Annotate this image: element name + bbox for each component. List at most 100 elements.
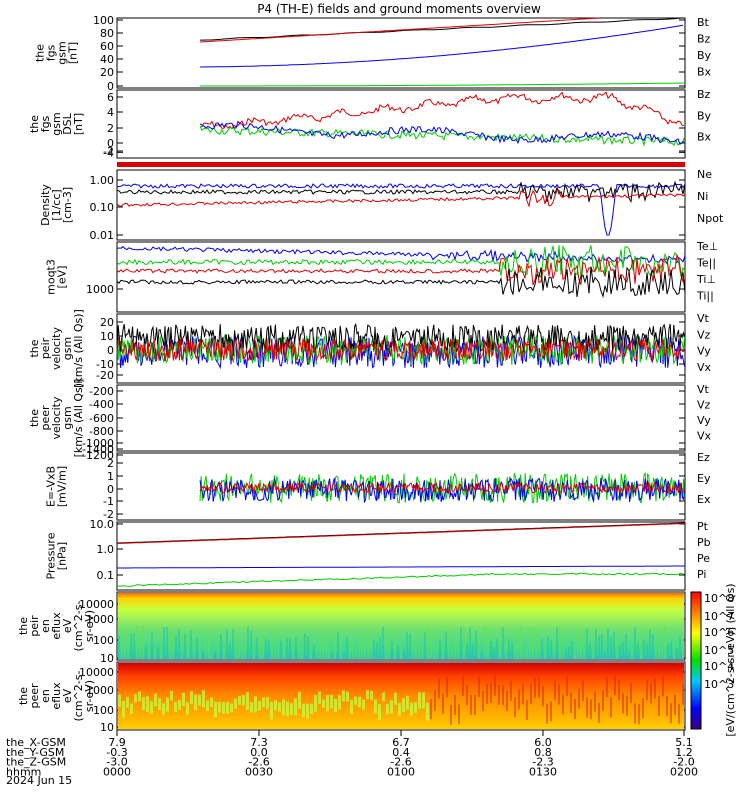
legend-entry: Npot	[697, 212, 724, 225]
y-tick-label: 0	[107, 483, 114, 496]
x-tick-label: 0100	[387, 765, 415, 778]
y-axis-label: the	[17, 617, 30, 635]
x-tick-label: -3.0	[106, 756, 127, 769]
y-axis-label: the	[28, 409, 41, 427]
spectrogram-pixel	[442, 693, 444, 714]
panel-frame	[116, 591, 686, 661]
spectrogram-pixel	[460, 627, 462, 659]
panel-temp: 1000 moqt3[eV] Te⊥ Te|| Ti⊥ Ti||	[45, 240, 718, 313]
spectrogram-pixel	[181, 641, 183, 659]
y-tick-label: 1.0	[97, 543, 115, 556]
spectrogram-pixel	[310, 703, 313, 714]
y-tick-label: -1	[103, 495, 114, 508]
spectrogram-pixel	[118, 635, 120, 659]
spectrogram-pixel	[154, 693, 157, 707]
spectrogram-pixel	[259, 632, 261, 659]
spectrogram-pixel	[568, 646, 570, 659]
spectrogram-pixel	[430, 699, 432, 720]
y-axis-label: [nT]	[67, 42, 80, 64]
y-axis-label: the	[28, 115, 41, 133]
spectrogram-pixel	[586, 628, 588, 659]
series-pb	[116, 523, 686, 544]
legend-entry: Vx	[697, 430, 712, 443]
panel-density: 1.00 0.10 0.01 Density[1/cc][cm-3] Ne Ni Npot	[39, 168, 724, 242]
spectrogram-pixel	[667, 643, 669, 659]
spectrogram-pixel	[229, 643, 231, 659]
spectrogram-pixel	[292, 635, 294, 659]
spectrogram-pixel	[558, 684, 560, 705]
y-tick-label: 20	[100, 316, 114, 329]
spectrogram-pixel	[421, 645, 423, 659]
colorbar-tick: 10^4	[704, 660, 734, 673]
spectrogram-pixel	[445, 631, 447, 659]
y-tick-label: 10000	[79, 598, 114, 611]
spectrogram-pixel	[202, 652, 204, 659]
spectrogram-pixel	[520, 626, 522, 659]
spectrogram-pixel	[634, 627, 636, 659]
spectrogram-pixel	[414, 702, 417, 714]
spectrogram-pixel	[394, 692, 397, 705]
legend-entry: Te⊥	[696, 240, 718, 253]
y-tick-label: 10	[100, 330, 114, 343]
y-tick-label: -1200	[82, 449, 114, 462]
spectrogram-pixel	[319, 635, 321, 659]
spectrogram-pixel	[178, 629, 180, 659]
y-axis-label: gsm	[61, 337, 74, 360]
spectrogram-pixel	[544, 647, 546, 659]
series-pe	[116, 572, 685, 587]
spectrogram-pixel	[458, 704, 460, 725]
spectrogram-pixel	[676, 646, 678, 659]
spectrogram-pixel	[352, 645, 354, 659]
y-axis-label: gsm	[56, 41, 69, 64]
spectrogram-pixel	[578, 688, 580, 709]
spectrogram-pixel	[142, 697, 145, 710]
spectrogram-pixel	[427, 627, 429, 659]
y-tick-label: 10	[100, 721, 114, 734]
panel-peer_spec: 10000 1000 100 10 thepeerenefluxeV(cm^2-s-sr…	[17, 661, 686, 734]
spectrogram-pixel	[172, 628, 174, 659]
y-axis-label: peer	[39, 405, 52, 431]
series-ez	[199, 481, 686, 495]
y-axis-label: [nT]	[72, 113, 85, 135]
spectrogram-pixel	[148, 648, 150, 659]
y-axis-label: Pressure	[45, 532, 58, 579]
spectrogram-pixel	[282, 699, 285, 716]
spectrogram-pixel	[205, 627, 207, 659]
series-pi	[117, 565, 685, 569]
series-vy	[116, 333, 686, 366]
spectrogram-pixel	[658, 644, 660, 659]
spectrogram-pixel	[506, 690, 508, 711]
spectrogram-pixel	[330, 694, 333, 709]
spectrogram-pixel	[478, 640, 480, 659]
legend-entry: Vz	[697, 328, 711, 341]
spectrogram-pixel	[331, 652, 333, 659]
y-tick-label: 100	[93, 14, 114, 27]
spectrogram-pixel	[436, 643, 438, 659]
spectrogram-pixel	[484, 626, 486, 659]
y-tick-label: 100	[93, 704, 114, 717]
chart-title: P4 (TH-E) fields and ground moments over…	[257, 2, 541, 16]
legend-entry: Ni	[697, 190, 708, 203]
y-axis-label: moqt3	[45, 259, 58, 295]
spectrogram-pixel	[502, 627, 504, 659]
spectrogram-pixel	[334, 633, 336, 659]
spectrogram-pixel	[388, 635, 390, 659]
spectrogram-pixel	[682, 684, 684, 705]
y-tick-label: 4	[107, 106, 114, 119]
spectrogram-pixel	[646, 644, 648, 659]
spectrogram-pixel	[529, 626, 531, 659]
spectrogram-pixel	[194, 694, 197, 711]
spectrogram-pixel	[570, 692, 572, 713]
legend-entry: Bt	[697, 16, 710, 29]
spectrogram-pixel	[589, 643, 591, 659]
series-bx2	[199, 120, 685, 146]
spectrogram-pixel	[406, 631, 408, 659]
spectrogram-pixel	[154, 648, 156, 659]
y-tick-label: 1000	[86, 684, 114, 697]
spectrogram-pixel	[556, 627, 558, 659]
spectrogram-pixel	[622, 693, 624, 714]
legend-entry: Bx	[697, 131, 712, 144]
spectrogram-pixel	[478, 676, 480, 697]
legend-entry: Vy	[697, 414, 711, 427]
legend-entry: Ti⊥	[696, 273, 716, 286]
